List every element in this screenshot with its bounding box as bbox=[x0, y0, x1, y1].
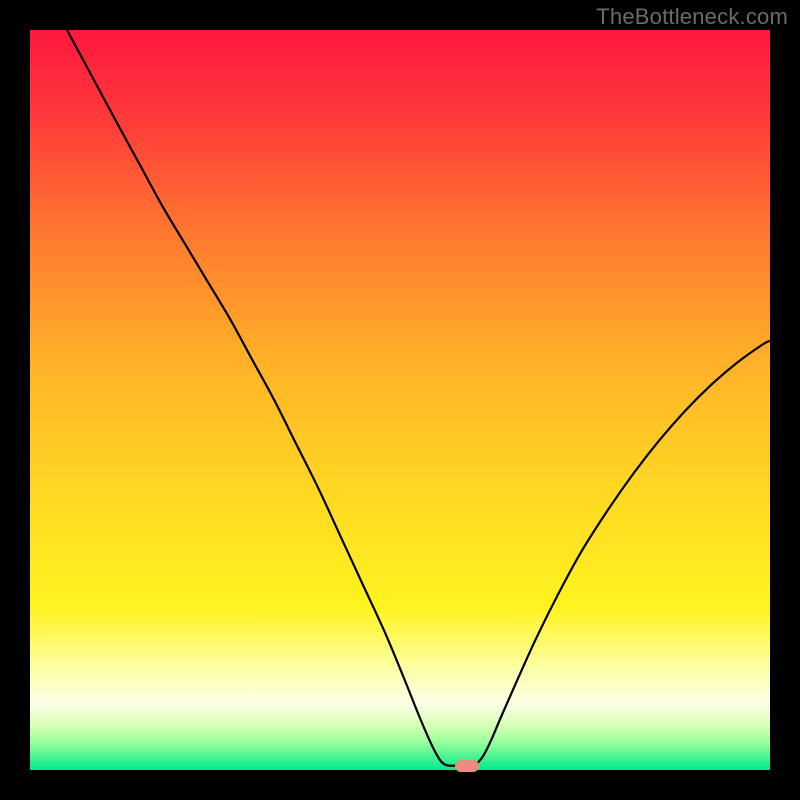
bottleneck-curve bbox=[67, 30, 770, 766]
curve-svg bbox=[30, 30, 770, 770]
optimal-marker bbox=[455, 760, 479, 772]
plot-area bbox=[30, 30, 770, 770]
watermark-text: TheBottleneck.com bbox=[596, 4, 788, 30]
chart-container: TheBottleneck.com bbox=[0, 0, 800, 800]
